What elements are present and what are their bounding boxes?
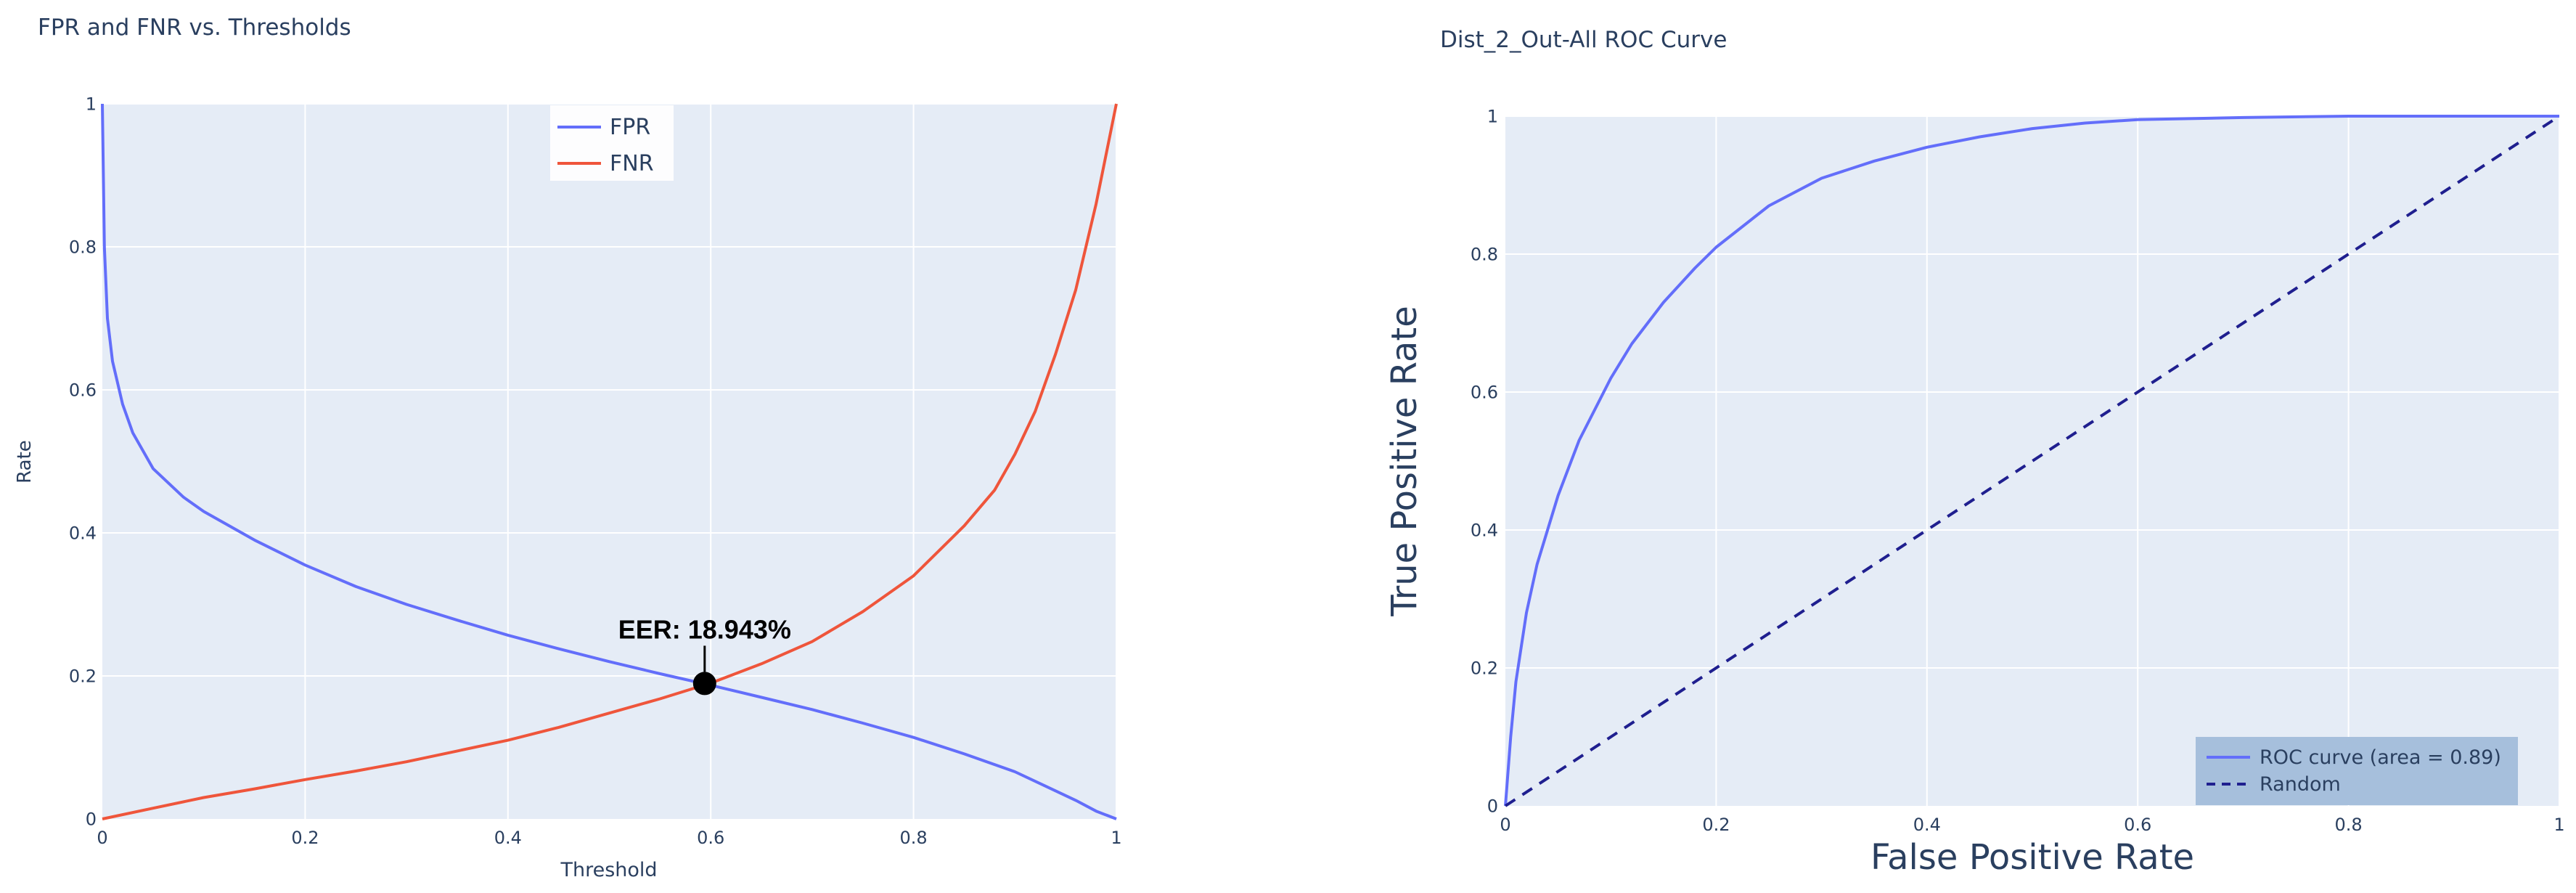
c1-series-line-1	[101, 103, 1117, 820]
c2-y-tick-label: 1	[1487, 106, 1498, 126]
c1-y-tick-label: 1	[86, 94, 97, 114]
c1-x-tick-label: 1	[1111, 828, 1121, 848]
eer-label: EER: 18.943%	[618, 614, 791, 644]
fpr-fnr-chart: FPR and FNR vs. Thresholds EER: 18.943% …	[14, 15, 1122, 881]
c2-x-tick-label: 0.2	[1702, 815, 1730, 835]
c2-y-tick-label: 0.2	[1471, 658, 1498, 678]
chart2-x-ticks: 0 0.2 0.4 0.6 0.8 1	[1500, 815, 2564, 835]
chart1-plot-area	[102, 104, 1116, 819]
c2-x-tick-label: 0.6	[2124, 815, 2151, 835]
roc-chart: Dist_2_Out-All ROC Curve 0 0.2 0.4 0.6 0.8 1 …	[1384, 27, 2565, 878]
chart2-y-axis-label: True Positive Rate	[1384, 306, 1425, 617]
chart2-legend: ROC curve (area = 0.89) Random	[2196, 737, 2518, 805]
c2-x-tick-label: 0.8	[2335, 815, 2363, 835]
chart1-legend-box	[550, 105, 674, 181]
c2-y-tick-label: 0	[1487, 796, 1498, 816]
c1-x-tick-label: 0.4	[494, 828, 522, 848]
chart1-annotation: EER: 18.943%	[618, 614, 791, 696]
chart1-y-axis-label: Rate	[14, 440, 36, 484]
c2-x-tick-label: 0	[1500, 815, 1510, 835]
chart2-x-axis-label: False Positive Rate	[1870, 837, 2194, 878]
c2-y-tick-label: 0.4	[1471, 520, 1498, 540]
eer-point	[692, 672, 716, 696]
chart2-series	[1504, 115, 2561, 807]
chart2-y-ticks: 0 0.2 0.4 0.6 0.8 1	[1471, 106, 1498, 816]
c1-y-tick-label: 0.4	[69, 523, 97, 543]
chart1-x-ticks: 0 0.2 0.4 0.6 0.8 1	[97, 828, 1121, 848]
chart1-legend-label: FNR	[610, 151, 654, 176]
c1-x-tick-label: 0.2	[291, 828, 319, 848]
c1-x-tick-label: 0	[97, 828, 107, 848]
chart2-title: Dist_2_Out-All ROC Curve	[1440, 27, 1727, 53]
c2-y-tick-label: 0.6	[1471, 382, 1498, 402]
chart1-legend-label: FPR	[610, 115, 650, 140]
c1-y-tick-label: 0.2	[69, 666, 97, 686]
c1-x-tick-label: 0.6	[697, 828, 724, 848]
c1-y-tick-label: 0	[86, 809, 97, 829]
chart2-gridlines	[1505, 115, 2560, 806]
c1-y-tick-label: 0.8	[69, 237, 97, 257]
c2-series-line-1	[1504, 115, 2559, 807]
chart1-x-axis-label: Threshold	[560, 859, 657, 881]
chart1-gridlines	[102, 103, 1117, 819]
chart1-legend: FPR FNR	[550, 105, 674, 181]
c2-x-tick-label: 0.4	[1913, 815, 1941, 835]
chart1-y-ticks: 0 0.2 0.4 0.6 0.8 1	[69, 94, 97, 829]
chart1-title: FPR and FNR vs. Thresholds	[38, 15, 351, 41]
chart2-legend-label: ROC curve (area = 0.89)	[2260, 746, 2501, 769]
c1-x-tick-label: 0.8	[900, 828, 928, 848]
chart2-legend-label: Random	[2260, 773, 2341, 796]
chart2-legend-box	[2196, 737, 2518, 805]
c2-y-tick-label: 0.8	[1471, 244, 1498, 264]
c1-y-tick-label: 0.6	[69, 380, 97, 400]
c2-x-tick-label: 1	[2553, 815, 2564, 835]
c2-series-line-2	[1504, 115, 2561, 807]
